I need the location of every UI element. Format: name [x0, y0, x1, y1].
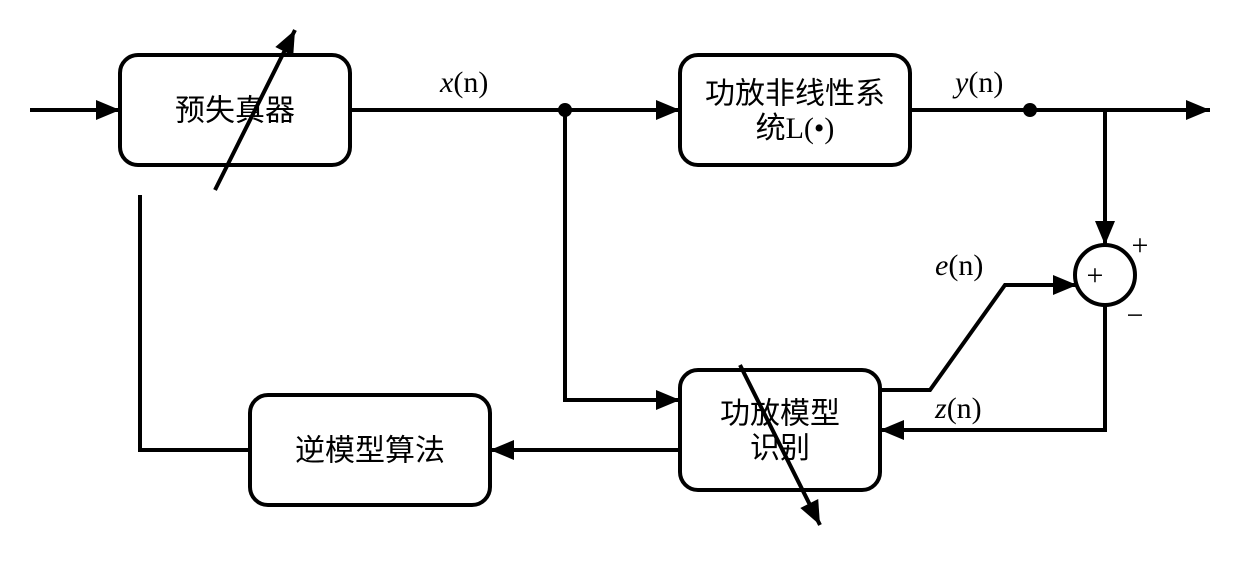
- pa-system-label-0: 功放非线性系: [705, 77, 885, 110]
- y-tap-node: [1023, 103, 1037, 117]
- sum-plus-inside: +: [1087, 259, 1104, 292]
- inverse-label-0: 逆模型算法: [295, 435, 445, 468]
- identify-label-0: 功放模型: [720, 397, 840, 430]
- y-label: y(n): [952, 66, 1003, 99]
- summing-node: [1075, 245, 1135, 305]
- sum-minus: −: [1127, 299, 1144, 332]
- x-label: x(n): [439, 66, 488, 99]
- x-tap-node: [558, 103, 572, 117]
- predistorter-label-0: 预失真器: [175, 95, 295, 128]
- sum-plus-top: +: [1132, 229, 1149, 262]
- e-label: e(n): [935, 249, 983, 282]
- pa-system-label-1: 统L(•): [756, 112, 835, 145]
- z-label: z(n): [934, 392, 982, 425]
